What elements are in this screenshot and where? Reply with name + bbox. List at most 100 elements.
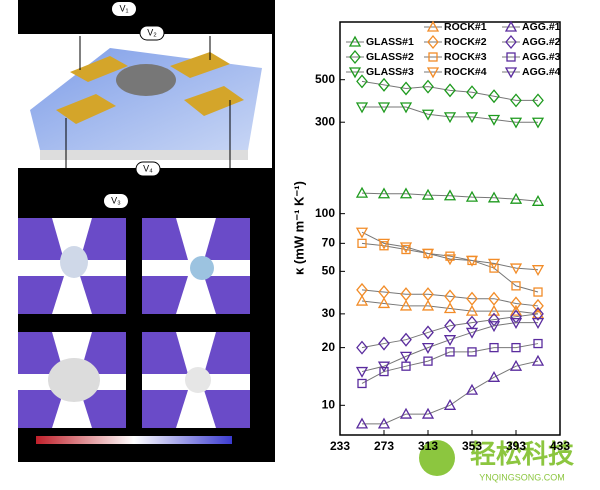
marker [465, 190, 479, 202]
y-tick-label: 100 [315, 206, 335, 220]
legend-label: ROCK#4 [444, 66, 487, 78]
legend-label: AGG.#3 [522, 51, 561, 63]
marker [400, 81, 412, 96]
plot-frame [339, 21, 561, 436]
x-tick-label: 313 [418, 439, 438, 453]
sample [116, 64, 176, 96]
marker [510, 93, 522, 108]
marker [427, 34, 439, 50]
series-line [361, 343, 539, 384]
series-line [361, 242, 539, 293]
marker [355, 186, 369, 198]
voltmeter [135, 161, 161, 177]
watermark-text: 轻松科技 [470, 439, 574, 469]
marker [378, 77, 390, 92]
y-tick-label: 10 [322, 397, 336, 411]
marker [531, 117, 545, 129]
marker [355, 417, 369, 429]
marker [377, 417, 391, 429]
series-line [361, 289, 539, 307]
marker [355, 102, 369, 114]
series-line [361, 80, 538, 101]
legend-label: AGG.#2 [522, 36, 561, 48]
marker [510, 296, 522, 311]
pad [56, 94, 116, 124]
marker [465, 327, 479, 339]
marker [421, 299, 435, 311]
series-line [362, 106, 538, 123]
marker [531, 194, 545, 206]
marker [444, 318, 456, 333]
marker [465, 112, 479, 124]
marker [357, 378, 367, 389]
marker [488, 89, 500, 104]
legend-label: AGG.#1 [522, 21, 561, 33]
marker [443, 398, 457, 410]
x-tick-label: 393 [506, 439, 526, 453]
x-tick-label: 433 [550, 439, 570, 453]
marker [426, 67, 440, 79]
y-tick-label: 70 [322, 236, 336, 250]
legend-label: GLASS#1 [366, 36, 414, 48]
marker [487, 370, 501, 382]
legend-label: AGG.#4 [522, 66, 561, 78]
marker [487, 321, 501, 333]
marker [421, 342, 435, 354]
voltmeter [139, 25, 165, 41]
marker [504, 67, 518, 79]
marker [357, 238, 367, 248]
marker [531, 307, 545, 319]
voltage-label: V₄ [143, 163, 153, 173]
marker [377, 297, 391, 309]
marker [509, 263, 523, 275]
marker [378, 285, 390, 300]
marker [487, 114, 501, 126]
marker [379, 241, 389, 251]
marker [443, 189, 457, 201]
marker [488, 291, 500, 306]
marker [509, 117, 523, 129]
marker [532, 298, 544, 313]
series-line [361, 192, 539, 202]
series-line [361, 313, 539, 349]
watermark-url: YNQINGSONG.COM [479, 472, 565, 482]
marker [356, 340, 368, 355]
marker [377, 238, 391, 250]
watermark-logo [419, 440, 455, 476]
y-tick-label: 20 [322, 340, 336, 354]
series-line [361, 231, 539, 271]
marker [504, 20, 518, 32]
marker [399, 242, 413, 254]
marker [467, 347, 477, 357]
pad [184, 86, 244, 116]
marker [348, 35, 362, 47]
marker [377, 361, 391, 373]
marker [532, 306, 544, 321]
marker [399, 351, 413, 363]
voltage-label: V₃ [111, 195, 121, 205]
marker [533, 338, 543, 349]
marker [428, 52, 438, 62]
legend-label: ROCK#2 [444, 36, 487, 48]
marker [355, 366, 369, 378]
watermark: 轻松科技 YNQINGSONG.COM [419, 439, 574, 482]
y-tick-label: 500 [315, 72, 335, 86]
marker [355, 294, 369, 306]
left-panels: V₁ V₂ V₄ V₃ [18, 0, 275, 462]
substrate-edge [40, 150, 248, 160]
marker [509, 192, 523, 204]
voltmeter [112, 2, 136, 16]
marker [379, 366, 389, 377]
marker [465, 383, 479, 395]
marker [355, 227, 369, 239]
marker [443, 254, 457, 266]
marker [421, 407, 435, 419]
marker [400, 287, 412, 302]
series-line [362, 360, 539, 425]
pad [70, 56, 128, 82]
voltmeter [104, 194, 128, 208]
series-line [361, 322, 538, 373]
marker [511, 281, 521, 291]
marker [487, 304, 501, 316]
